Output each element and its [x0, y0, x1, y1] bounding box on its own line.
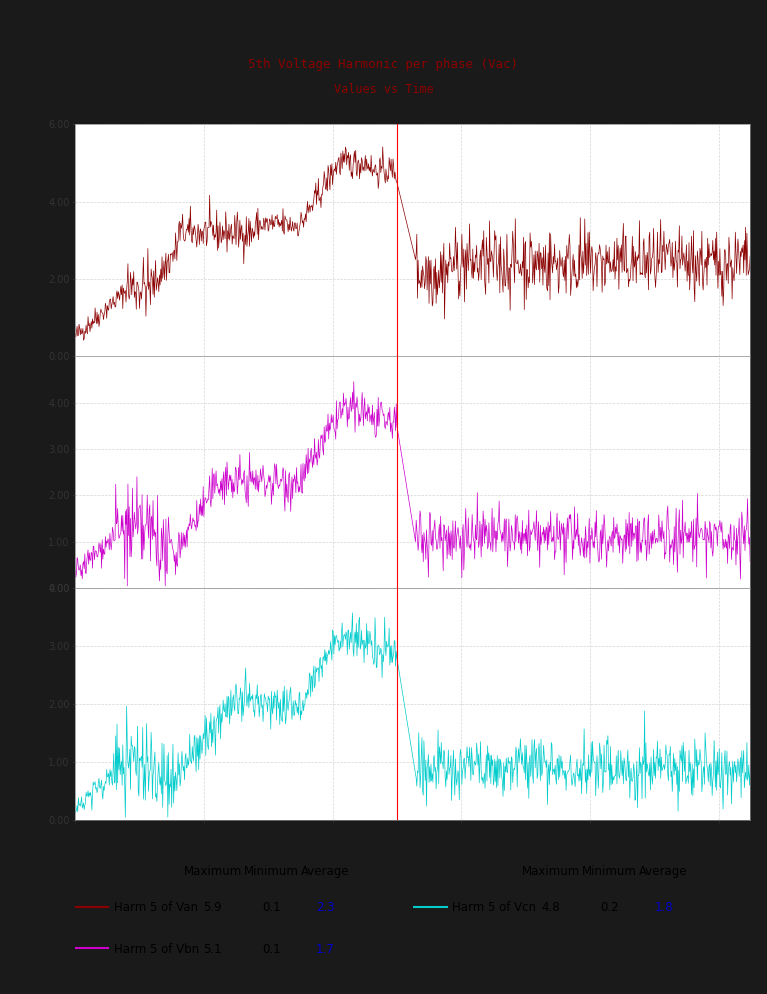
Text: Harm 5 of Van: Harm 5 of Van: [114, 902, 198, 914]
Text: Maximum: Maximum: [522, 865, 580, 878]
Text: Average: Average: [301, 865, 350, 878]
Text: Harm 5 of Vbn: Harm 5 of Vbn: [114, 942, 199, 955]
Text: 4.8: 4.8: [542, 902, 561, 914]
Text: Harm 5 of Vcn: Harm 5 of Vcn: [453, 902, 536, 914]
Text: 2.3: 2.3: [316, 902, 334, 914]
Text: Minimum: Minimum: [582, 865, 637, 878]
Text: 0.1: 0.1: [262, 942, 281, 955]
Text: Average: Average: [640, 865, 688, 878]
Text: 0.2: 0.2: [601, 902, 619, 914]
Text: 5.9: 5.9: [203, 902, 222, 914]
Text: 5th Voltage Harmonic per phase (Vac): 5th Voltage Harmonic per phase (Vac): [249, 58, 518, 72]
Text: Minimum: Minimum: [244, 865, 299, 878]
Text: Maximum: Maximum: [184, 865, 242, 878]
Text: 1.8: 1.8: [654, 902, 673, 914]
Text: Values vs Time: Values vs Time: [334, 83, 433, 96]
Text: 5.1: 5.1: [203, 942, 222, 955]
Text: 1.7: 1.7: [316, 942, 334, 955]
Text: 0.1: 0.1: [262, 902, 281, 914]
